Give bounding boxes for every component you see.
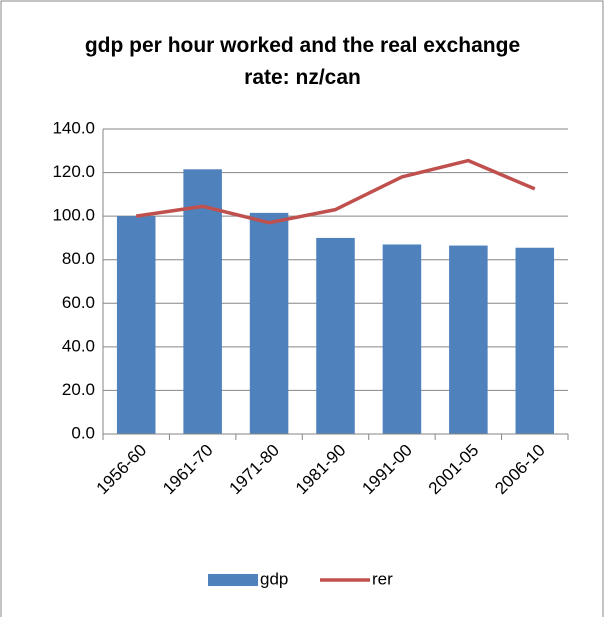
y-tick-label: 80.0	[62, 249, 95, 268]
x-tick-label: 1971-80	[226, 441, 284, 499]
y-tick-label: 0.0	[71, 423, 95, 442]
legend-label: rer	[372, 569, 393, 588]
y-tick-label: 120.0	[52, 162, 95, 181]
x-tick-label: 1961-70	[159, 441, 217, 499]
bar	[249, 212, 289, 434]
x-tick-label: 2006-10	[491, 441, 549, 499]
x-tick-label: 1956-60	[93, 441, 151, 499]
bar	[515, 247, 555, 434]
bar	[382, 244, 422, 434]
line	[135, 158, 536, 225]
y-tick-label: 140.0	[52, 118, 95, 137]
legend-label: gdp	[260, 569, 288, 588]
bar	[116, 216, 156, 434]
y-tick-label: 60.0	[62, 293, 95, 312]
bar	[316, 237, 355, 434]
y-tick-label: 100.0	[52, 206, 95, 225]
x-tick-label: 1991-00	[358, 441, 416, 499]
chart-title: gdp per hour worked and the real exchang…	[84, 34, 521, 89]
x-tick-label: 2001-05	[425, 441, 483, 499]
y-tick-label: 40.0	[62, 336, 95, 355]
x-tick-label: 1981-90	[292, 441, 350, 499]
y-tick-label: 20.0	[62, 380, 95, 399]
legend-swatch	[208, 574, 258, 586]
bar	[183, 169, 222, 434]
bar	[449, 245, 488, 434]
